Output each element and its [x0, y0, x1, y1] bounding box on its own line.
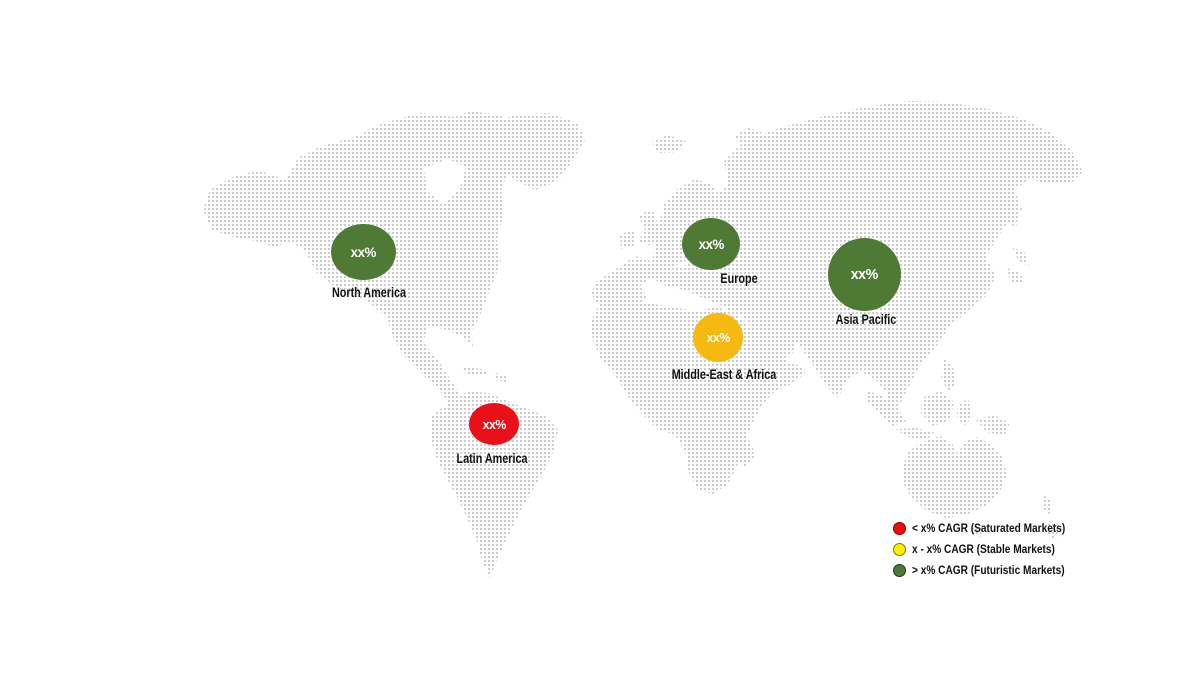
landmass-sulawesi	[957, 399, 973, 426]
landmass-greenland	[482, 113, 585, 190]
region-bubble-europe: xx%	[682, 218, 740, 270]
landmass-kamchatka	[999, 180, 1020, 228]
legend-swatch-yellow-circle-icon	[893, 543, 906, 556]
region-value-asia-pacific: xx%	[850, 266, 879, 283]
landmass-new-guinea	[976, 415, 1010, 436]
landmass-south-america	[430, 391, 558, 578]
region-value-north-america: xx%	[350, 244, 377, 260]
landmass-java	[896, 428, 934, 439]
continents	[203, 101, 1083, 578]
landmass-scandinavia	[652, 179, 722, 268]
landmass-india	[800, 327, 858, 398]
region-label-europe: Europe	[720, 271, 758, 286]
region-bubble-north-america: xx%	[331, 224, 396, 280]
region-label-latin-america: Latin America	[456, 451, 528, 466]
legend-label-stable: x - x% CAGR (Stable Markets)	[912, 543, 1055, 556]
landmass-ireland	[620, 230, 636, 249]
landmass-tasmania	[971, 525, 982, 537]
region-bubble-asia-pacific: xx%	[828, 238, 901, 311]
region-value-middle-east-africa: xx%	[706, 330, 730, 345]
legend-swatch-red-circle-icon	[893, 522, 906, 535]
landmass-iceland	[652, 135, 686, 153]
region-label-asia-pacific: Asia Pacific	[835, 312, 897, 327]
legend: < x% CAGR (Saturated Markets) x - x% CAG…	[893, 520, 1086, 579]
region-label-north-america: North America	[331, 285, 407, 300]
landmass-sumatra	[866, 390, 906, 426]
region-bubble-middle-east-africa: xx%	[693, 313, 743, 362]
region-value-latin-america: xx%	[482, 416, 506, 432]
landmass-uk	[638, 209, 660, 246]
landmass-africa	[591, 301, 807, 494]
region-label-middle-east-africa: Middle-East & Africa	[671, 367, 777, 382]
legend-item-stable: x - x% CAGR (Stable Markets)	[893, 541, 1086, 558]
landmass-new-zealand	[1041, 495, 1059, 541]
legend-label-saturated: < x% CAGR (Saturated Markets)	[912, 522, 1066, 535]
region-bubble-latin-america: xx%	[469, 403, 519, 445]
landmass-japan	[1007, 247, 1029, 285]
region-value-europe: xx%	[698, 236, 724, 252]
landmass-svalbard	[734, 128, 776, 142]
landmass-borneo	[921, 391, 954, 426]
legend-item-futuristic: > x% CAGR (Futuristic Markets)	[893, 562, 1086, 579]
landmass-hispaniola	[494, 373, 508, 382]
landmass-philippines	[941, 359, 957, 392]
legend-swatch-green-circle-icon	[893, 564, 906, 577]
legend-item-saturated: < x% CAGR (Saturated Markets)	[893, 520, 1086, 537]
landmass-australia	[902, 436, 1007, 518]
landmass-cuba	[460, 367, 491, 376]
landmass-madagascar	[735, 439, 755, 468]
legend-label-futuristic: > x% CAGR (Futuristic Markets)	[912, 564, 1065, 577]
